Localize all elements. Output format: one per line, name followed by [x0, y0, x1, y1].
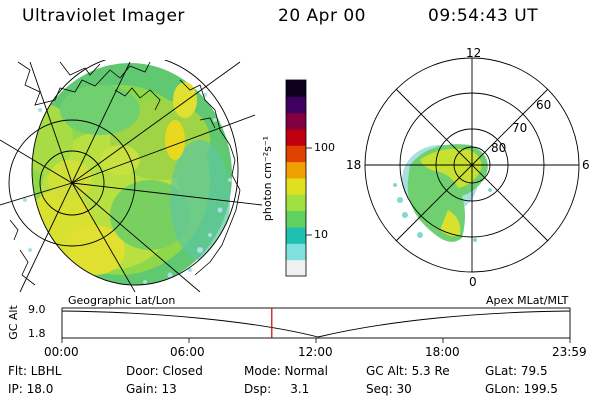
- info-mode: Mode: Normal: [244, 364, 328, 378]
- info-glon: GLon: 199.5: [485, 382, 558, 396]
- timeline-x-ticks: [61, 338, 571, 343]
- colorbar: [285, 79, 312, 277]
- polar-plot-caption: Apex MLat/MLT: [486, 294, 569, 307]
- info-seq: Seq: 30: [366, 382, 412, 396]
- timeline-y-tick-top: 9.0: [28, 303, 46, 316]
- colorbar-swatch: [286, 227, 306, 244]
- timeline-frame: [61, 307, 571, 339]
- colorbar-swatch: [286, 112, 306, 130]
- colorbar-swatch: [286, 161, 306, 179]
- colorbar-swatch: [286, 129, 306, 146]
- timeline-panel: [61, 307, 571, 343]
- timeline-x-tick-2359: 23:59: [552, 345, 587, 359]
- info-glat: GLat: 79.5: [485, 364, 548, 378]
- colorbar-tick-label-100: 100: [314, 141, 335, 154]
- colorbar-unit-label: photon cm⁻²s⁻¹: [261, 135, 275, 222]
- mlt-label-12: 12: [466, 46, 482, 60]
- instrument-title: Ultraviolet Imager: [22, 6, 185, 26]
- colorbar-swatch: [286, 210, 306, 228]
- time-label: 09:54:43 UT: [428, 6, 539, 26]
- geo-graticule: [0, 60, 262, 292]
- coastlines: [9, 61, 241, 286]
- geo-speckle-halo: [23, 93, 232, 284]
- polar-plot: [364, 57, 580, 273]
- timeline-x-tick-0000: 00:00: [44, 345, 79, 359]
- info-ip: IP: 18.0: [8, 382, 54, 396]
- geo-emission-layer: [32, 63, 232, 285]
- timeline-x-tick-1800: 18:00: [425, 345, 460, 359]
- mlt-label-6: 6: [582, 158, 590, 172]
- colorbar-swatch: [286, 259, 306, 277]
- colorbar-swatch: [286, 96, 306, 114]
- info-gc-alt: GC Alt: 5.3 Re: [366, 364, 450, 378]
- mlt-label-18: 18: [346, 158, 362, 172]
- geo-map-caption: Geographic Lat/Lon: [68, 294, 176, 307]
- timeline-x-tick-0600: 06:00: [170, 345, 205, 359]
- info-dsp: Dsp: 3.1: [244, 382, 310, 396]
- colorbar-swatch: [286, 145, 306, 163]
- colorbar-tick-label-10: 10: [314, 228, 328, 241]
- altitude-curve: [61, 310, 571, 338]
- info-gain: Gain: 13: [126, 382, 177, 396]
- colorbar-swatch: [286, 243, 306, 261]
- colorbar-frame: [285, 79, 307, 277]
- colorbar-swatches: [286, 80, 306, 277]
- info-door: Door: Closed: [126, 364, 203, 378]
- date-label: 20 Apr 00: [278, 6, 366, 26]
- geographic-map: [0, 60, 262, 292]
- timeline-x-tick-1200: 12:00: [298, 345, 333, 359]
- mlat-label-60: 60: [536, 98, 552, 112]
- polar-emission-layer: [393, 144, 492, 242]
- colorbar-swatch: [286, 80, 306, 97]
- mlat-label-70: 70: [512, 121, 528, 135]
- mlt-label-0: 0: [469, 275, 477, 289]
- polar-grid: [364, 57, 580, 273]
- timeline-y-tick-bottom: 1.8: [28, 327, 46, 340]
- info-filter: Flt: LBHL: [8, 364, 62, 378]
- timeline-y-axis-label: GC Alt: [6, 305, 20, 340]
- colorbar-swatch: [286, 194, 306, 212]
- colorbar-swatch: [286, 178, 306, 195]
- mlat-label-80: 80: [491, 141, 507, 155]
